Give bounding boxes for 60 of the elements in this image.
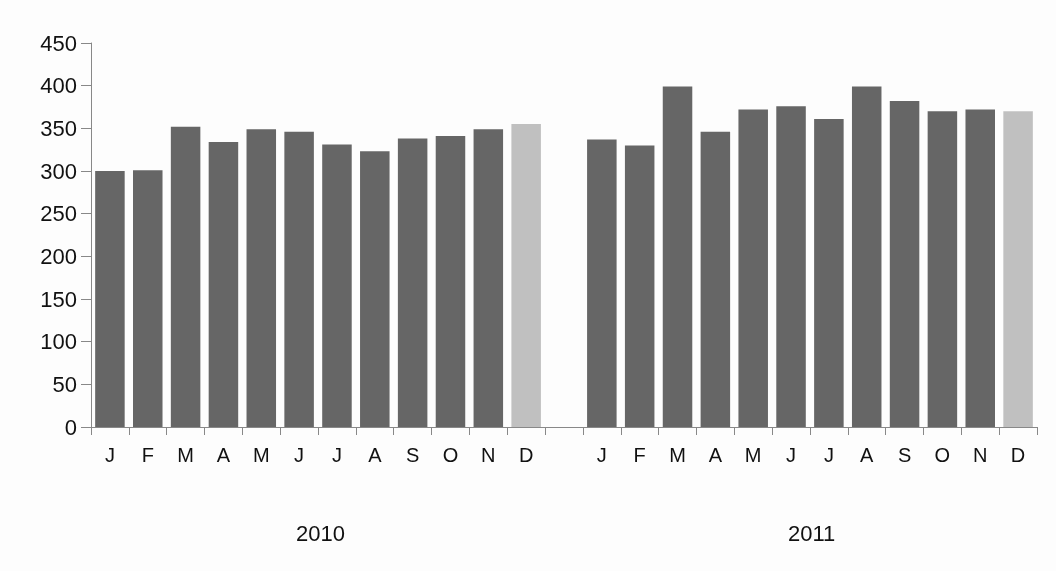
text: 2010 — [296, 520, 345, 546]
x-tick-label: J — [596, 444, 607, 466]
bar — [397, 138, 428, 427]
text: 2011 — [787, 520, 836, 546]
bar — [95, 171, 125, 427]
bar — [662, 86, 693, 427]
bar — [246, 129, 277, 427]
x-tick-label: O — [934, 444, 951, 466]
x-tick-label: F — [141, 444, 154, 466]
bar — [1003, 111, 1033, 427]
x-tick-label: S — [897, 444, 912, 466]
y-tick-label: 300 — [40, 158, 77, 184]
y-tick-label: 50 — [52, 371, 77, 397]
bar — [965, 109, 995, 427]
x-tick-label: O — [442, 444, 459, 466]
y-tick-label: 0 — [64, 414, 77, 440]
bar — [851, 86, 882, 427]
bar — [360, 151, 390, 427]
x-tick-label: A — [368, 444, 383, 466]
x-tick-label: A — [708, 444, 723, 466]
x-tick-label: A — [860, 444, 875, 466]
bar — [776, 106, 806, 427]
x-tick-label: F — [633, 444, 646, 466]
bar — [814, 118, 844, 427]
y-tick-label: 100 — [40, 329, 77, 355]
x-tick-label: M — [669, 444, 686, 466]
y-tick-label: 400 — [40, 73, 77, 99]
bar — [738, 109, 768, 427]
x-tick-label: J — [104, 444, 115, 466]
x-tick-label: N — [973, 444, 988, 466]
y-tick-label: 250 — [40, 201, 77, 227]
x-tick-label: M — [177, 444, 194, 466]
y-tick-label: 150 — [40, 286, 77, 312]
bar — [587, 139, 617, 427]
bar — [889, 101, 920, 427]
x-tick-label: J — [823, 444, 834, 466]
y-tick-label: 350 — [40, 115, 77, 141]
bar — [322, 144, 352, 427]
bar — [473, 129, 504, 427]
bar — [435, 136, 466, 427]
y-tick-label: 200 — [40, 243, 77, 269]
x-tick-label: M — [744, 444, 762, 466]
y-tick-label: 450 — [40, 30, 77, 56]
bar — [133, 170, 163, 427]
bar — [927, 111, 958, 427]
x-tick-label: D — [518, 444, 534, 466]
bar — [511, 124, 541, 427]
x-tick-label: A — [216, 444, 231, 466]
x-tick-label: D — [1010, 444, 1026, 466]
x-tick-label: M — [252, 444, 270, 466]
x-tick-label: J — [331, 444, 342, 466]
bar — [700, 131, 731, 427]
bar — [208, 141, 239, 427]
x-tick-label: J — [294, 444, 305, 466]
x-tick-label: J — [786, 444, 797, 466]
bar — [624, 145, 655, 427]
x-tick-label: S — [405, 444, 420, 466]
x-tick-label: N — [481, 444, 496, 466]
bar — [170, 126, 201, 427]
bar — [284, 131, 314, 427]
